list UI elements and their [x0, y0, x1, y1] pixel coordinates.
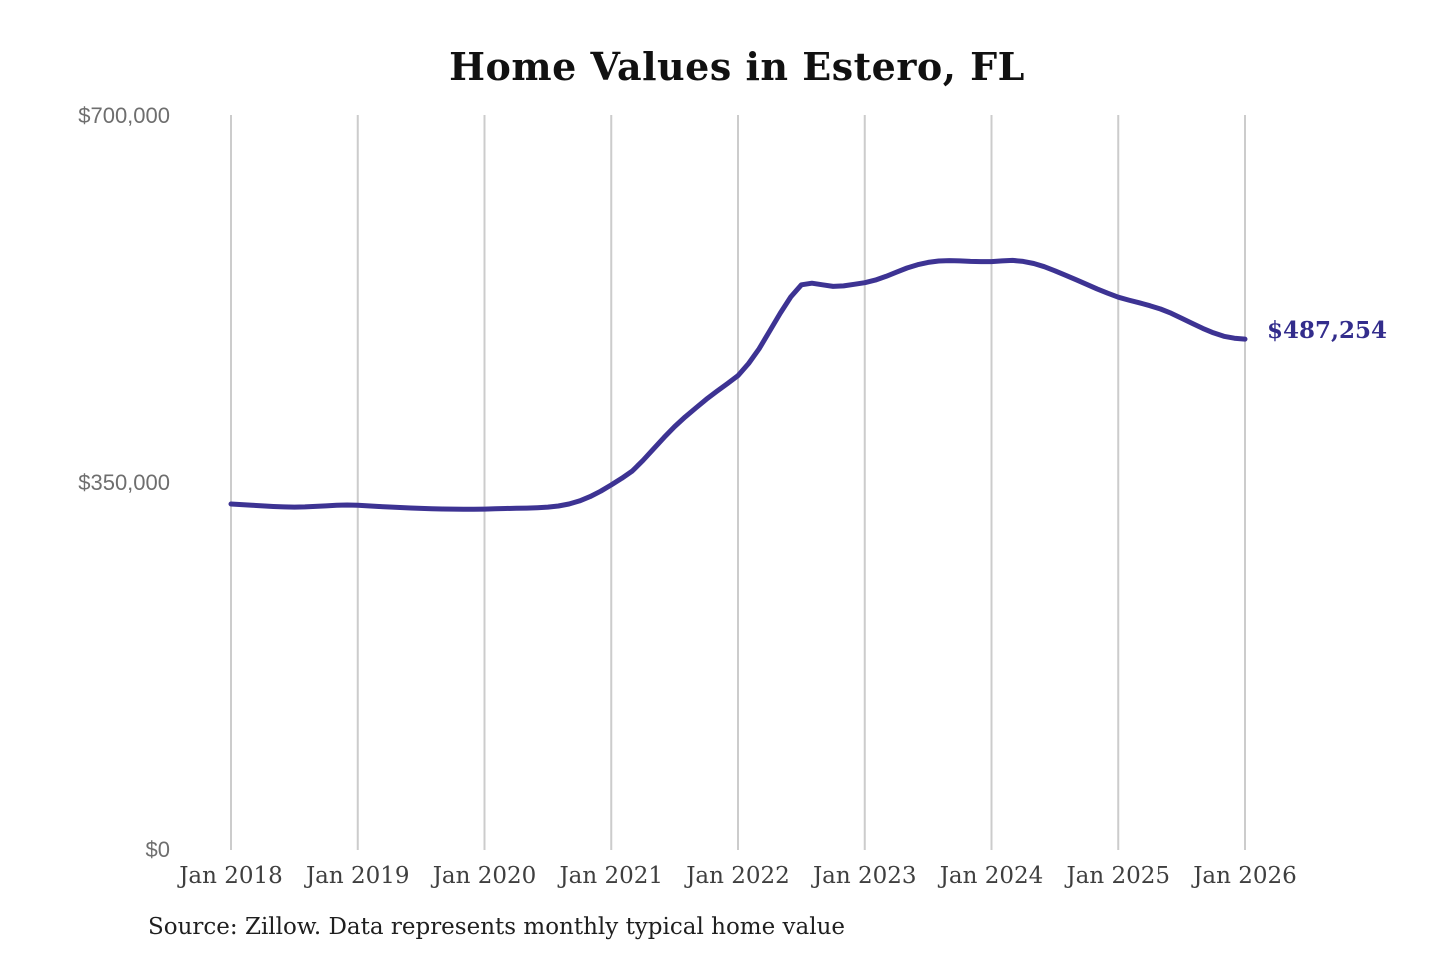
- source-note: Source: Zillow. Data represents monthly …: [148, 914, 846, 940]
- x-tick-label: Jan 2025: [1066, 863, 1171, 889]
- x-tick-label: Jan 2022: [686, 863, 790, 889]
- x-tick-label: Jan 2023: [812, 863, 917, 889]
- y-tick-label: $350,000: [78, 470, 170, 495]
- x-tick-label: Jan 2026: [1193, 863, 1297, 889]
- x-tick-label: Jan 2024: [939, 863, 1044, 889]
- x-tick-label: Jan 2019: [305, 863, 410, 889]
- y-tick-label: $0: [145, 837, 170, 862]
- value-line: [228, 257, 1248, 512]
- y-tick-label: $700,000: [78, 103, 170, 128]
- x-tick-label: Jan 2018: [179, 863, 283, 889]
- x-tick-label: Jan 2020: [432, 863, 537, 889]
- latest-value-label: $487,254: [1267, 317, 1388, 345]
- x-tick-label: Jan 2021: [559, 863, 664, 889]
- chart-title: Home Values in Estero, FL: [449, 44, 1025, 89]
